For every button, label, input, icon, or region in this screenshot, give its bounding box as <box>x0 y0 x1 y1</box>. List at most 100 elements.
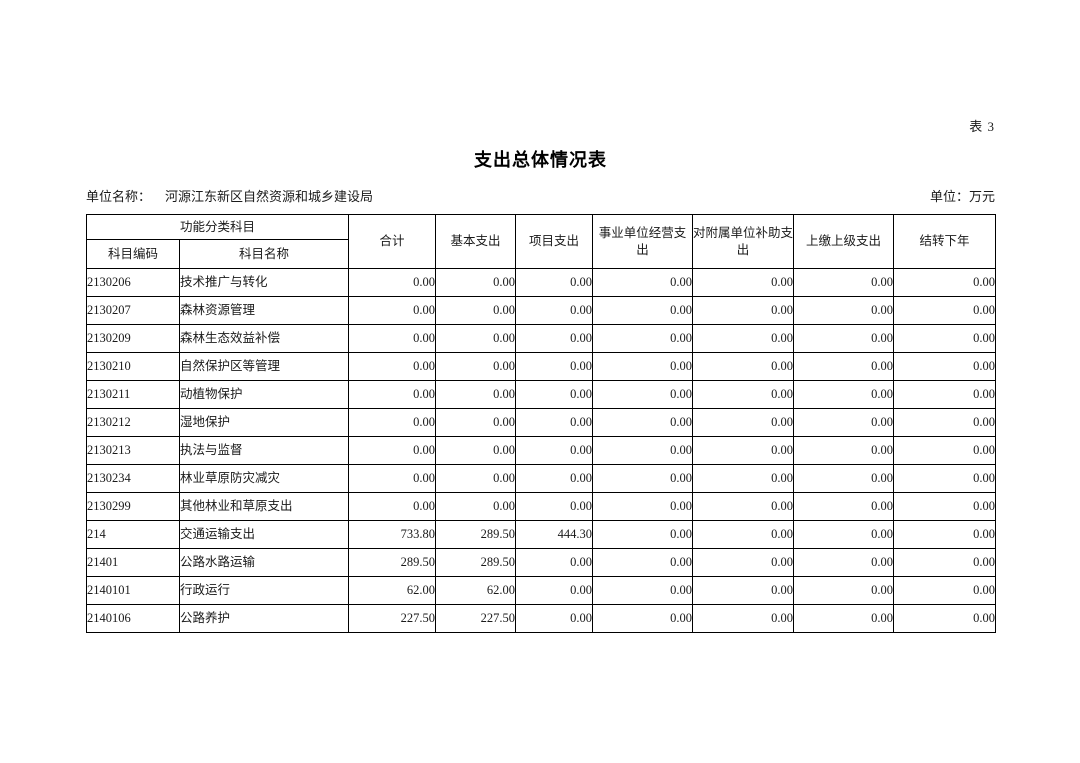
subject-code: 2130213 <box>86 436 180 465</box>
subject-code: 2130207 <box>86 296 180 325</box>
value-turned-over: 0.00 <box>793 352 895 381</box>
value-turned-over: 0.00 <box>793 576 895 605</box>
value-operating: 0.00 <box>592 604 694 633</box>
value-project: 0.00 <box>515 604 594 633</box>
value-project: 0.00 <box>515 296 594 325</box>
value-subsidy: 0.00 <box>692 464 795 493</box>
value-operating: 0.00 <box>592 548 694 577</box>
value-operating: 0.00 <box>592 268 694 297</box>
header-basic-expenditure: 基本支出 <box>435 214 517 269</box>
value-carry-forward: 0.00 <box>893 268 997 297</box>
header-row-sub: 科目编码 科目名称 <box>86 239 996 269</box>
value-carry-forward: 0.00 <box>893 324 997 353</box>
table-row: 2130299 其他林业和草原支出 0.00 0.00 0.00 0.00 0.… <box>86 492 997 521</box>
subject-code: 2140101 <box>86 576 180 605</box>
value-total: 0.00 <box>348 296 437 325</box>
value-project: 0.00 <box>515 352 594 381</box>
table-row: 21401 公路水路运输 289.50 289.50 0.00 0.00 0.0… <box>86 548 997 577</box>
table-row: 214 交通运输支出 733.80 289.50 444.30 0.00 0.0… <box>86 520 997 549</box>
value-basic: 0.00 <box>435 324 517 353</box>
value-total: 62.00 <box>348 576 437 605</box>
value-operating: 0.00 <box>592 352 694 381</box>
value-operating: 0.00 <box>592 296 694 325</box>
subject-name: 其他林业和草原支出 <box>178 492 350 521</box>
header-function-category: 功能分类科目 <box>85 214 350 240</box>
value-total: 0.00 <box>348 352 437 381</box>
corner-table-label: 表 3 <box>969 119 995 134</box>
value-subsidy: 0.00 <box>692 436 795 465</box>
header-project-expenditure: 项目支出 <box>515 214 594 269</box>
subject-name: 森林生态效益补偿 <box>178 324 350 353</box>
value-carry-forward: 0.00 <box>893 492 997 521</box>
subject-code: 2130209 <box>86 324 180 353</box>
subject-code: 21401 <box>86 548 180 577</box>
value-project: 0.00 <box>515 380 594 409</box>
value-operating: 0.00 <box>592 576 694 605</box>
subject-code: 2130211 <box>86 380 180 409</box>
value-carry-forward: 0.00 <box>893 604 997 633</box>
subject-code: 2130210 <box>86 352 180 381</box>
value-basic: 0.00 <box>435 296 517 325</box>
value-operating: 0.00 <box>592 492 694 521</box>
header-subsidy-affiliated: 对附属单位补助支出 <box>692 214 795 269</box>
value-operating: 0.00 <box>592 464 694 493</box>
value-turned-over: 0.00 <box>793 436 895 465</box>
table-row: 2140101 行政运行 62.00 62.00 0.00 0.00 0.00 … <box>86 576 997 605</box>
value-subsidy: 0.00 <box>692 548 795 577</box>
subject-name: 动植物保护 <box>178 380 350 409</box>
value-subsidy: 0.00 <box>692 380 795 409</box>
subject-code: 2130212 <box>86 408 180 437</box>
value-total: 0.00 <box>348 408 437 437</box>
value-basic: 0.00 <box>435 352 517 381</box>
value-basic: 0.00 <box>435 464 517 493</box>
value-project: 444.30 <box>515 520 594 549</box>
value-turned-over: 0.00 <box>793 268 895 297</box>
value-basic: 62.00 <box>435 576 517 605</box>
value-carry-forward: 0.00 <box>893 464 997 493</box>
value-project: 0.00 <box>515 464 594 493</box>
subject-name: 湿地保护 <box>178 408 350 437</box>
subject-name: 公路养护 <box>178 604 350 633</box>
header-row-group: 功能分类科目 合计 基本支出 项目支出 事业单位经营支出 对附属单位补助支出 上… <box>85 214 997 269</box>
value-basic: 0.00 <box>435 268 517 297</box>
value-subsidy: 0.00 <box>692 604 795 633</box>
value-total: 0.00 <box>348 436 437 465</box>
value-total: 0.00 <box>348 464 437 493</box>
value-carry-forward: 0.00 <box>893 296 997 325</box>
value-turned-over: 0.00 <box>793 408 895 437</box>
value-total: 289.50 <box>348 548 437 577</box>
table-row: 2130212 湿地保护 0.00 0.00 0.00 0.00 0.00 0.… <box>86 408 997 437</box>
value-basic: 289.50 <box>435 548 517 577</box>
value-subsidy: 0.00 <box>692 408 795 437</box>
table-row: 2130207 森林资源管理 0.00 0.00 0.00 0.00 0.00 … <box>86 296 997 325</box>
value-carry-forward: 0.00 <box>893 408 997 437</box>
table-row: 2130209 森林生态效益补偿 0.00 0.00 0.00 0.00 0.0… <box>86 324 997 353</box>
value-operating: 0.00 <box>592 408 694 437</box>
subject-name: 森林资源管理 <box>178 296 350 325</box>
value-total: 227.50 <box>348 604 437 633</box>
value-carry-forward: 0.00 <box>893 520 997 549</box>
table-row: 2130211 动植物保护 0.00 0.00 0.00 0.00 0.00 0… <box>86 380 997 409</box>
value-turned-over: 0.00 <box>793 296 895 325</box>
value-turned-over: 0.00 <box>793 548 895 577</box>
header-subject-name: 科目名称 <box>178 239 350 269</box>
header-subject-code: 科目编码 <box>86 239 180 269</box>
value-total: 733.80 <box>348 520 437 549</box>
page-title: 支出总体情况表 <box>474 150 607 170</box>
header-total: 合计 <box>348 214 437 269</box>
subject-name: 林业草原防灾减灾 <box>178 464 350 493</box>
value-project: 0.00 <box>515 268 594 297</box>
value-basic: 0.00 <box>435 492 517 521</box>
info-row: 单位名称： 河源江东新区自然资源和城乡建设局 单位：万元 <box>86 188 995 206</box>
subject-code: 2130234 <box>86 464 180 493</box>
subject-code: 214 <box>86 520 180 549</box>
value-carry-forward: 0.00 <box>893 352 997 381</box>
table-row: 2130210 自然保护区等管理 0.00 0.00 0.00 0.00 0.0… <box>86 352 997 381</box>
value-turned-over: 0.00 <box>793 492 895 521</box>
subject-name: 公路水路运输 <box>178 548 350 577</box>
value-operating: 0.00 <box>592 436 694 465</box>
subject-name: 技术推广与转化 <box>178 268 350 297</box>
value-operating: 0.00 <box>592 520 694 549</box>
value-project: 0.00 <box>515 408 594 437</box>
value-project: 0.00 <box>515 324 594 353</box>
